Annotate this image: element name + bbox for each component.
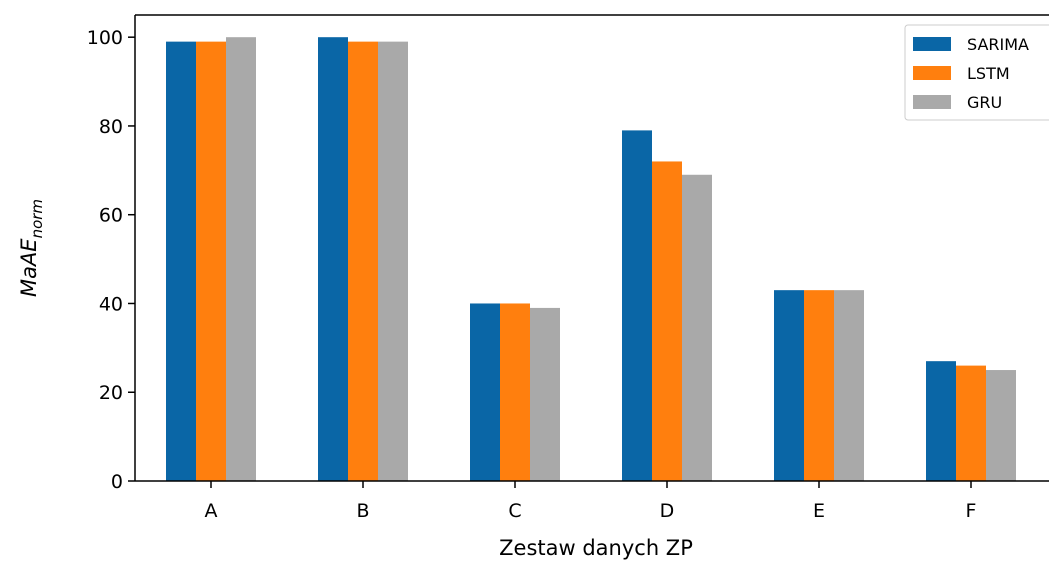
y-tick-label-60: 60 — [99, 205, 123, 227]
bar-gru-b — [378, 41, 408, 481]
bar-lstm-c — [500, 303, 530, 481]
bar-lstm-f — [956, 365, 986, 481]
ticks-layer: 0 20 40 60 80 100 A B C D E F — [87, 27, 977, 522]
bar-lstm-a — [196, 41, 226, 481]
bar-lstm-d — [652, 161, 682, 481]
y-axis-title-subscript: norm — [28, 199, 46, 238]
y-tick-label-100: 100 — [87, 27, 123, 49]
bar-sarima-e — [774, 290, 804, 481]
y-tick-label-80: 80 — [99, 116, 123, 138]
bar-gru-a — [226, 37, 256, 481]
legend-label-sarima: SARIMA — [967, 35, 1029, 54]
x-axis-title: Zestaw danych ZP — [499, 536, 693, 560]
x-tick-label-a: A — [205, 500, 218, 522]
y-axis-title-base: MaAE — [17, 238, 41, 297]
bar-sarima-b — [318, 37, 348, 481]
bar-gru-d — [682, 174, 712, 481]
legend-swatch-sarima — [913, 37, 951, 51]
legend-swatch-lstm — [913, 66, 951, 80]
y-tick-label-20: 20 — [99, 382, 123, 404]
bar-gru-c — [530, 307, 560, 481]
x-tick-label-e: E — [813, 500, 825, 522]
y-tick-label-40: 40 — [99, 293, 123, 315]
legend: SARIMA LSTM GRU — [904, 24, 1049, 121]
legend-label-gru: GRU — [967, 93, 1002, 112]
bars-layer — [166, 37, 1016, 481]
bar-sarima-d — [622, 130, 652, 481]
legend-label-lstm: LSTM — [967, 64, 1010, 83]
y-tick-label-0: 0 — [111, 471, 123, 493]
bar-gru-e — [834, 290, 864, 481]
bar-sarima-c — [470, 303, 500, 481]
x-tick-label-f: F — [966, 500, 977, 522]
y-axis-title: MaAEnorm — [17, 199, 46, 297]
axes-layer — [134, 14, 1049, 482]
bar-lstm-b — [348, 41, 378, 481]
bar-sarima-a — [166, 41, 196, 481]
x-tick-label-c: C — [508, 500, 521, 522]
bar-sarima-f — [926, 361, 956, 481]
x-tick-label-d: D — [660, 500, 675, 522]
legend-swatch-gru — [913, 95, 951, 109]
bar-gru-f — [986, 370, 1016, 481]
bar-lstm-e — [804, 290, 834, 481]
x-tick-label-b: B — [356, 500, 369, 522]
